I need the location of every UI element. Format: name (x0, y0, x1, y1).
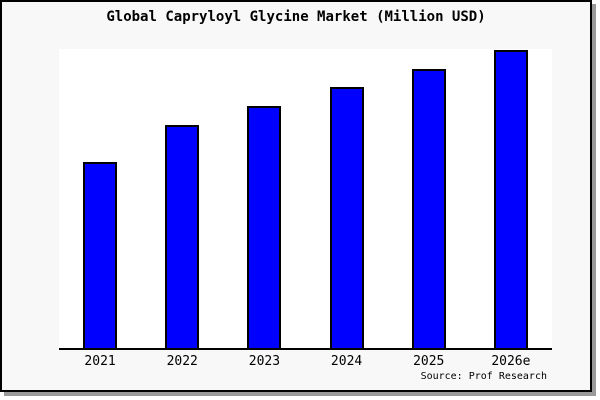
x-tick-label-2026e: 2026e (491, 354, 531, 369)
x-tick-label-2024: 2024 (330, 354, 363, 369)
x-axis-line (59, 348, 552, 350)
bar-2022 (165, 125, 200, 350)
plot-area (59, 49, 552, 350)
x-tick-label-2025: 2025 (413, 354, 445, 369)
bar-2024 (329, 87, 364, 350)
source-credit: Source: Prof Research (420, 371, 547, 382)
x-tick-label-2022: 2022 (166, 354, 198, 369)
x-tick-label-2023: 2023 (248, 354, 281, 369)
x-tick-label-2021: 2021 (84, 354, 116, 369)
bar-2026e (493, 50, 528, 350)
bar-2021 (83, 162, 118, 350)
bar-2025 (411, 69, 446, 350)
bar-2023 (247, 106, 282, 350)
chart-title: Global Capryloyl Glycine Market (Million… (106, 9, 486, 25)
x-tick-labels: 2021 2022 2023 2024 2025 2026e (59, 352, 552, 370)
chart-figure: Global Capryloyl Glycine Market (Million… (0, 0, 592, 392)
